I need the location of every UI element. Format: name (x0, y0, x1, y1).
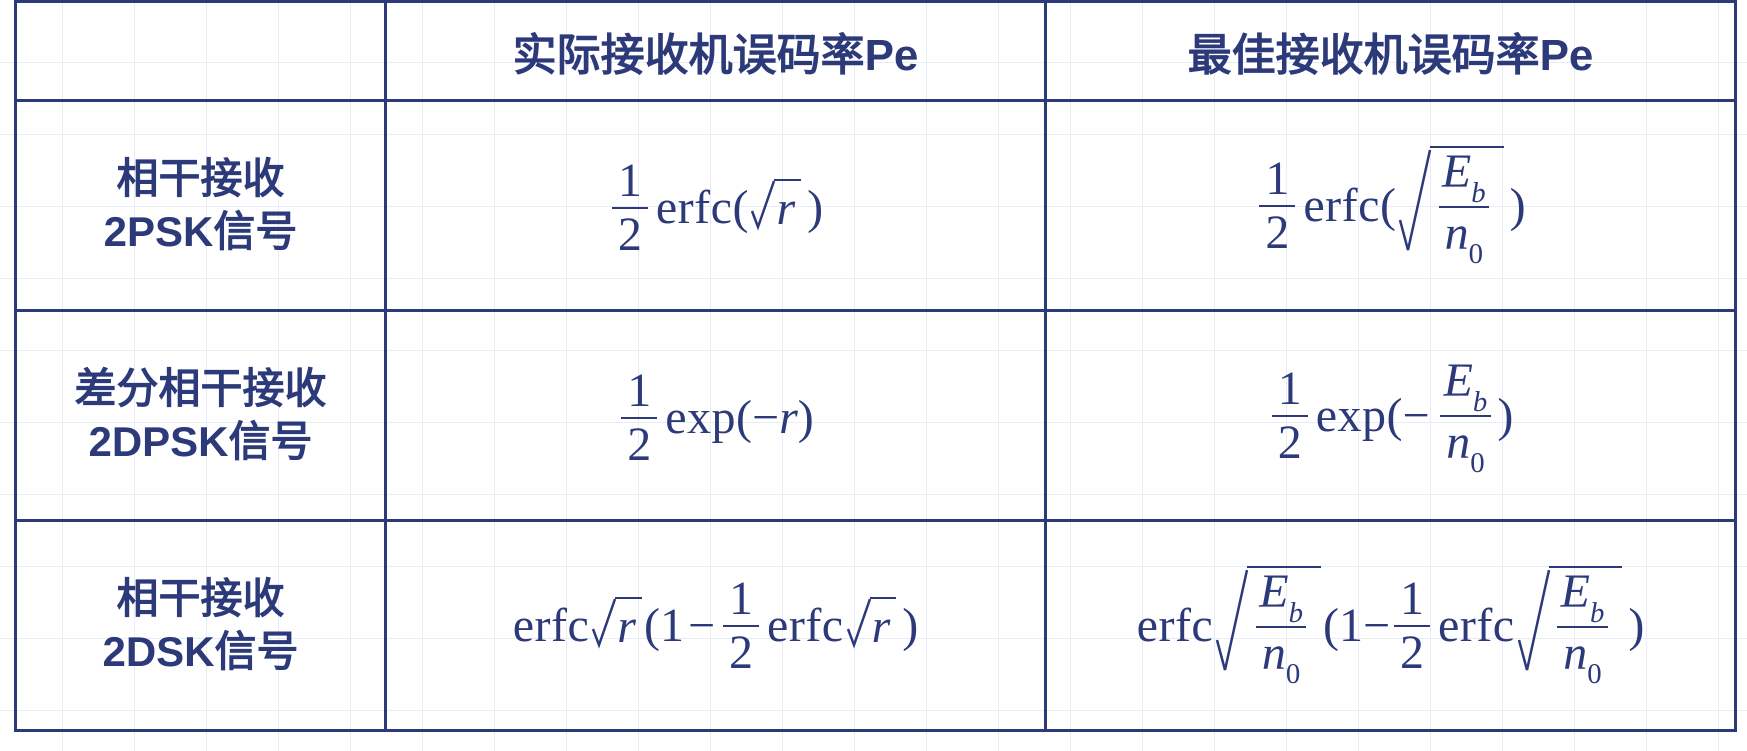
row-2psk-label-line1: 相干接收 (17, 153, 384, 206)
header-actual-pe: 实际接收机误码率Pe (386, 2, 1046, 101)
cell-2psk-actual: 1 2 erfc ( r ) (386, 101, 1046, 311)
fn-erfc: erfc (1303, 178, 1380, 233)
header-optimal-pe: 最佳接收机误码率Pe (1046, 2, 1736, 101)
row-2psk: 相干接收 2PSK信号 1 2 erfc ( r ) 1 2 er (16, 101, 1736, 311)
header-blank (16, 2, 386, 101)
row-2psk-label: 相干接收 2PSK信号 (16, 101, 386, 311)
ber-table: 实际接收机误码率Pe 最佳接收机误码率Pe 相干接收 2PSK信号 1 2 er… (14, 0, 1737, 732)
row-2dpsk: 差分相干接收 2DPSK信号 1 2 exp ( − r ) 1 2 exp (… (16, 311, 1736, 521)
cell-2dsk-actual: erfc r ( 1 − 1 2 erfc r ) (386, 521, 1046, 731)
frac-half: 1 2 (612, 157, 648, 259)
cell-2dpsk-actual: 1 2 exp ( − r ) (386, 311, 1046, 521)
cell-2dpsk-optimal: 1 2 exp ( − Eb n0 ) (1046, 311, 1736, 521)
row-2dsk-label-line2: 2DSK信号 (17, 626, 384, 679)
row-2dsk: 相干接收 2DSK信号 erfc r ( 1 − 1 2 erfc r ) (16, 521, 1736, 731)
row-2dsk-label-line1: 相干接收 (17, 573, 384, 626)
row-2dpsk-label-line1: 差分相干接收 (17, 363, 384, 416)
table-header-row: 实际接收机误码率Pe 最佳接收机误码率Pe (16, 2, 1736, 101)
sqrt-r: r (750, 179, 801, 236)
row-2psk-label-line2: 2PSK信号 (17, 206, 384, 259)
row-2dsk-label: 相干接收 2DSK信号 (16, 521, 386, 731)
fn-exp: exp (665, 390, 736, 445)
fn-exp: exp (1316, 388, 1387, 443)
sqrt-eb-n0: Eb n0 (1398, 146, 1504, 265)
row-2dpsk-label-line2: 2DPSK信号 (17, 416, 384, 469)
row-2dpsk-label: 差分相干接收 2DPSK信号 (16, 311, 386, 521)
frac-half: 1 2 (1259, 155, 1295, 257)
fn-erfc: erfc (656, 180, 733, 235)
cell-2dsk-optimal: erfc Eb n0 ( 1 − 1 2 erfc (1046, 521, 1736, 731)
cell-2psk-optimal: 1 2 erfc ( Eb n0 ) (1046, 101, 1736, 311)
frac-eb-n0: Eb n0 (1438, 357, 1494, 474)
